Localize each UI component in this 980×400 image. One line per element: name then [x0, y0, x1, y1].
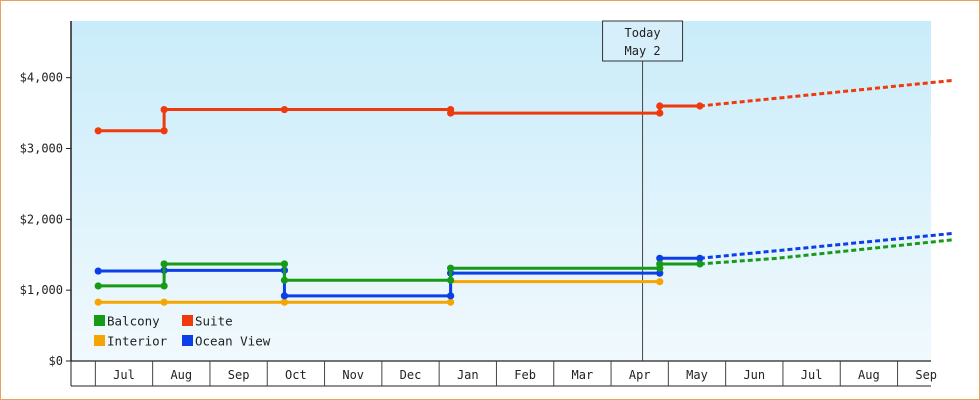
data-point-ocean-view: [94, 267, 102, 275]
x-tick-label: Aug: [170, 368, 192, 382]
data-point-suite: [656, 109, 664, 117]
data-point-suite: [160, 127, 168, 135]
data-point-ocean-view: [656, 254, 664, 262]
y-tick-label: $1,000: [20, 283, 63, 297]
data-point-suite: [656, 102, 664, 110]
x-tick-label: Aug: [858, 368, 880, 382]
data-point-balcony: [160, 282, 168, 290]
legend-label-balcony: Balcony: [107, 314, 160, 329]
y-tick-label: $0: [49, 354, 63, 368]
legend-label-suite: Suite: [195, 314, 233, 329]
x-tick-label: Jan: [457, 368, 479, 382]
data-point-balcony: [160, 260, 168, 268]
legend-swatch-balcony: [94, 315, 105, 326]
series-suite: [94, 79, 953, 135]
data-point-suite: [160, 105, 168, 114]
data-point-interior: [280, 298, 289, 306]
y-tick-label: $3,000: [20, 142, 63, 156]
x-tick-label: Jul: [801, 368, 823, 382]
data-point-suite: [696, 102, 704, 110]
legend-swatch-ocean-view: [182, 335, 193, 346]
x-tick-label: Apr: [629, 368, 651, 382]
data-point-suite: [447, 109, 455, 117]
data-point-interior: [94, 298, 102, 306]
x-tick-label: Dec: [400, 368, 422, 382]
data-point-ocean-view: [447, 292, 455, 300]
forecast-line-ocean-view: [699, 232, 953, 260]
data-point-interior: [447, 298, 455, 306]
data-point-balcony: [696, 260, 704, 268]
series-balcony: [94, 238, 953, 290]
legend-label-interior: Interior: [107, 334, 168, 349]
data-point-interior: [160, 298, 168, 306]
data-point-balcony: [94, 282, 102, 290]
x-tick-label: Sep: [915, 368, 937, 382]
data-point-interior: [656, 278, 664, 286]
data-point-ocean-view: [696, 254, 704, 262]
data-point-balcony: [656, 260, 664, 268]
x-tick-label: Sep: [228, 368, 250, 382]
data-point-balcony: [447, 276, 455, 284]
forecast-line-suite: [699, 79, 953, 108]
y-tick-label: $4,000: [20, 71, 63, 85]
plot-area: [71, 21, 931, 361]
today-box: [602, 20, 684, 62]
data-point-balcony: [447, 264, 455, 272]
data-point-balcony: [280, 260, 289, 268]
x-tick-label: Mar: [572, 368, 594, 382]
x-tick-label: Nov: [342, 368, 364, 382]
data-point-suite: [280, 105, 289, 114]
x-tick-label: Oct: [285, 368, 307, 382]
legend: Balcony Suite Interior Ocean View: [94, 314, 271, 349]
forecast-line-balcony: [699, 238, 953, 266]
data-point-balcony: [280, 276, 289, 284]
x-tick-label: May: [686, 368, 708, 382]
today-date: May 2: [625, 44, 661, 58]
legend-label-ocean-view: Ocean View: [195, 334, 271, 349]
y-tick-label: $2,000: [20, 212, 63, 226]
today-label: Today: [625, 26, 661, 40]
x-tick-label: Feb: [514, 368, 536, 382]
data-point-suite: [94, 127, 102, 135]
series-interior: [94, 278, 664, 306]
x-tick-label: Jun: [743, 368, 765, 382]
data-point-ocean-view: [280, 292, 289, 300]
legend-swatch-suite: [182, 315, 193, 326]
data-point-ocean-view: [656, 269, 664, 277]
legend-swatch-interior: [94, 335, 105, 346]
x-tick-label: Jul: [113, 368, 135, 382]
